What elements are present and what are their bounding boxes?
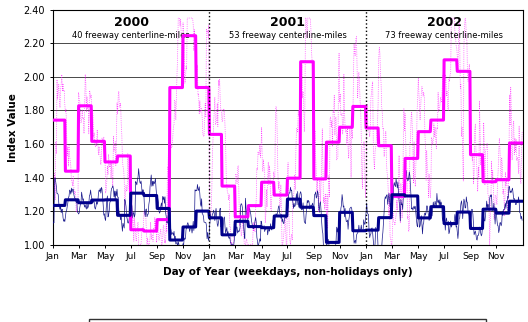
- Legend: Travel Time, Planning Time, Monthly Travel Time, Monthly Planning Time: Travel Time, Planning Time, Monthly Trav…: [89, 319, 486, 322]
- Text: 2001: 2001: [270, 16, 305, 29]
- Text: 2000: 2000: [114, 16, 148, 29]
- Text: 40 freeway centerline-miles: 40 freeway centerline-miles: [72, 32, 190, 41]
- X-axis label: Day of Year (weekdays, non-holidays only): Day of Year (weekdays, non-holidays only…: [163, 267, 412, 277]
- Y-axis label: Index Value: Index Value: [8, 93, 18, 162]
- Text: 53 freeway centerline-miles: 53 freeway centerline-miles: [229, 32, 347, 41]
- Text: 2002: 2002: [427, 16, 462, 29]
- Text: 73 freeway centerline-miles: 73 freeway centerline-miles: [385, 32, 503, 41]
